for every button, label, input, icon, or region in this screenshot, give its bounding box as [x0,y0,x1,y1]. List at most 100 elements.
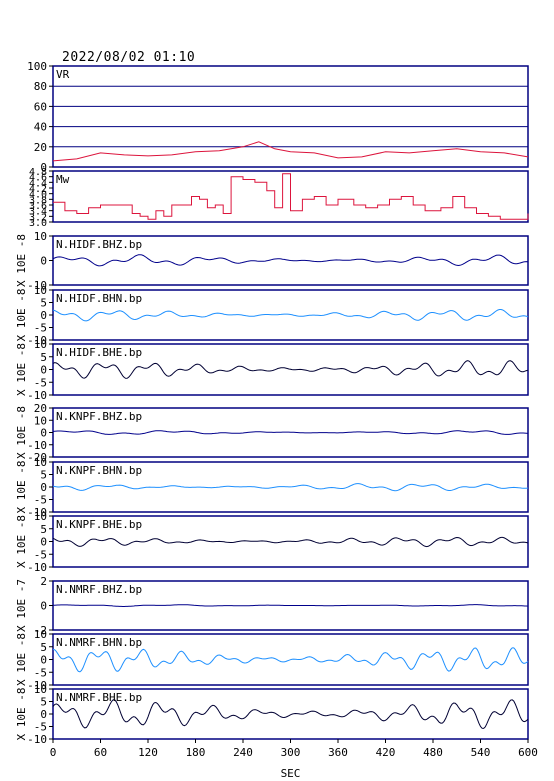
panel-hidf-bhz [49,235,529,286]
panel-hidf-bhe [49,343,529,396]
y-tick-label: -5 [34,376,47,389]
series-line-knpf-bhz [52,430,529,435]
series-line-nmrf-bhe [52,699,529,729]
panel-hidf-bhn [49,289,529,341]
panel-knpf-bhz [49,407,529,458]
y-tick-label: 10 [34,683,47,696]
panel-label: N.KNPF.BHN.bp [56,464,142,477]
y-tick-label: -2 [34,624,47,637]
x-tick-label: 120 [138,746,158,759]
header-datetime: 2022/08/02 01:10 [62,50,196,65]
y-tick-label: 5 [40,351,47,364]
y-tick-label: -5 [34,548,47,561]
x-tick-label: 540 [471,746,491,759]
y-tick-label: 0 [40,481,47,494]
panel-label: Mw [56,173,70,186]
y-tick-label: 80 [34,80,47,93]
y-tick-label: 0 [40,427,47,440]
y-tick-label: 4.6 [29,173,47,184]
panel-vr [49,65,529,168]
y-tick-label: -10 [27,439,47,452]
x-tick-label: 180 [186,746,206,759]
y-tick-label: 2 [40,575,47,588]
panel-label: VR [56,68,70,81]
y-tick-label: 10 [34,628,47,641]
panel-label: N.KNPF.BHE.bp [56,518,142,531]
panel-label: N.NMRF.BHE.bp [56,691,142,704]
y-tick-label: 5 [40,641,47,654]
x-tick-label: 600 [518,746,538,759]
y-tick-label: -5 [34,666,47,679]
y-tick-label: 0 [40,600,47,613]
x-tick-label: 420 [376,746,396,759]
y-tick-label: 0 [40,364,47,377]
panel-nmrf-bhz [49,580,529,631]
y-tick-label: 4.2 [29,184,47,195]
y-axis-label: X 10E -7 [15,579,28,632]
y-axis-label: X 10E -8 [15,343,28,396]
y-axis-label: X 10E -8 [15,633,28,686]
y-tick-label: 3.8 [29,195,47,206]
y-tick-label: 5 [40,523,47,536]
panel-frame [52,170,529,223]
y-tick-label: -20 [27,451,47,464]
series-line-mw [53,173,529,220]
y-axis-label: X 10E -8 [15,515,28,568]
y-tick-label: 5 [40,469,47,482]
y-tick-label: -10 [27,506,47,519]
y-tick-label: 0 [40,654,47,667]
y-tick-label: -5 [34,494,47,507]
y-tick-label: 60 [34,100,47,113]
x-tick-label: 360 [328,746,348,759]
y-tick-label: 10 [34,230,47,243]
y-tick-label: 3.4 [29,207,47,218]
y-tick-label: 3.0 [29,218,47,229]
y-tick-label: -10 [27,679,47,692]
y-tick-label: 10 [34,414,47,427]
y-tick-label: 3.6 [29,201,47,212]
panel-nmrf-bhn [49,633,529,686]
y-axis-label: X 10E -8 [15,688,28,741]
panel-label: N.NMRF.BHZ.bp [56,583,142,596]
series-line-knpf-bhe [52,536,529,548]
panel-label: N.KNPF.BHZ.bp [56,410,142,423]
series-line-hidf-bhn [52,309,529,322]
y-tick-label: -5 [34,322,47,335]
y-tick-label: -10 [27,561,47,574]
y-tick-label: -10 [27,334,47,347]
y-tick-label: 0 [40,708,47,721]
y-tick-label: -10 [27,733,47,746]
series-line-nmrf-bhn [52,647,529,673]
y-tick-label: 20 [34,402,47,415]
panel-knpf-bhn [49,461,529,513]
y-tick-label: 40 [34,121,47,134]
panel-label: N.HIDF.BHE.bp [56,346,142,359]
y-tick-label: 0 [40,536,47,549]
y-tick-label: 5 [40,297,47,310]
y-tick-label: 20 [34,141,47,154]
y-axis-label: X 10E -8 [15,234,28,287]
series-line-nmrf-bhz [52,604,529,607]
panel-frame [52,65,529,168]
y-tick-label: 10 [34,456,47,469]
y-tick-label: 4.8 [29,167,47,178]
series-line-hidf-bhe [52,360,529,379]
y-tick-label: 0 [40,309,47,322]
y-tick-label: 10 [34,510,47,523]
series-line-knpf-bhn [52,483,529,492]
x-tick-label: 300 [281,746,301,759]
y-tick-label: -10 [27,279,47,292]
y-tick-label: 10 [34,338,47,351]
panel-mw [49,170,529,223]
series-line-hidf-bhz [52,254,529,267]
y-axis-label: X 10E -8 [15,406,28,459]
y-tick-label: 4.0 [29,190,47,201]
panel-knpf-bhe [49,515,529,568]
x-tick-label: 0 [50,746,57,759]
x-tick-label: 240 [233,746,253,759]
x-tick-label: 60 [94,746,107,759]
y-tick-label: 0 [40,161,47,174]
y-tick-label: 4.4 [29,178,47,189]
y-tick-label: 3.2 [29,212,47,223]
